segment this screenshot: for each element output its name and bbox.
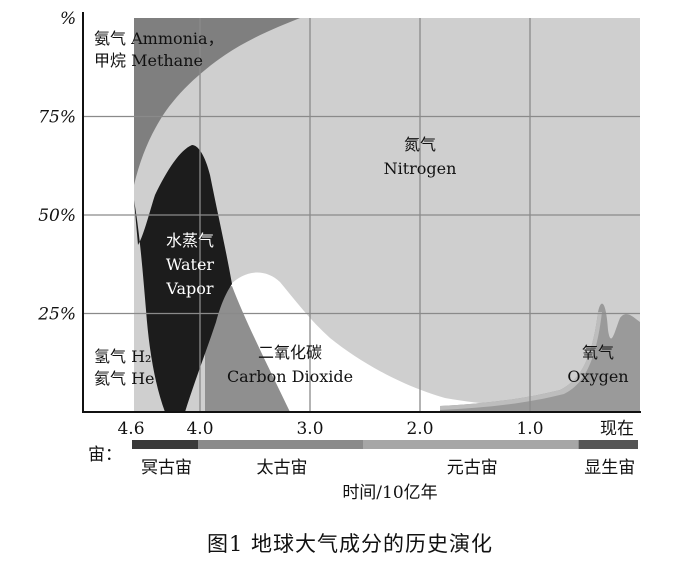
y-tick-label: 50%	[38, 206, 76, 226]
series-label: 氧气 Oxygen	[567, 343, 628, 386]
y-tick-label: 25%	[37, 305, 76, 325]
x-tick-label: 1.0	[516, 419, 543, 439]
y-axis-ticks: % 25% 50% 75%	[37, 9, 76, 325]
archean-mid-gray	[205, 286, 290, 412]
ammonia-methane-area	[134, 18, 300, 185]
water-vapor-area	[134, 145, 232, 412]
series-label: 水蒸气 Water Vapor	[165, 231, 214, 298]
axes	[82, 12, 641, 413]
series-label: 氮气 Nitrogen	[384, 135, 457, 178]
eon-label: 显生宙	[584, 458, 635, 478]
x-tick-label: 2.0	[406, 419, 433, 439]
x-tick-label: 4.6	[117, 419, 144, 439]
series-labels: 氨气 Ammonia，甲烷 Methane 水蒸气 Water Vapor 二氧化碳 Ca…	[94, 29, 629, 388]
series-label: 二氧化碳 Carbon Dioxide	[227, 343, 353, 386]
y-axis-unit: %	[60, 9, 76, 29]
eon-bar: 宙： 冥古宙 太古宙 元古宙 显生宙	[88, 440, 638, 478]
series-label: 氨气 Ammonia，甲烷 Methane	[94, 29, 224, 70]
x-tick-label: 现在	[600, 419, 634, 439]
eon-segment	[578, 440, 638, 449]
figure-caption: 图1 地球大气成分的历史演化	[206, 532, 494, 556]
eon-label: 冥古宙	[141, 458, 192, 478]
x-tick-label: 3.0	[296, 419, 323, 439]
x-tick-label: 4.0	[186, 419, 213, 439]
carbon-dioxide-area	[230, 272, 640, 412]
series-label: 氢气 H₂ 氦气 He	[94, 347, 155, 388]
gridlines	[83, 18, 640, 412]
eon-segment	[198, 440, 363, 449]
oxygen-area	[440, 303, 640, 412]
eon-axis-label: 宙：	[88, 445, 122, 465]
eon-segment	[132, 440, 198, 449]
x-axis-title: 时间/10亿年	[342, 483, 437, 503]
y-tick-label: 75%	[38, 108, 76, 128]
x-axis-ticks: 4.6 4.0 3.0 2.0 1.0 现在	[117, 419, 634, 439]
eon-label: 太古宙	[257, 458, 308, 478]
eon-label: 元古宙	[447, 458, 498, 478]
eon-segment	[363, 440, 579, 449]
